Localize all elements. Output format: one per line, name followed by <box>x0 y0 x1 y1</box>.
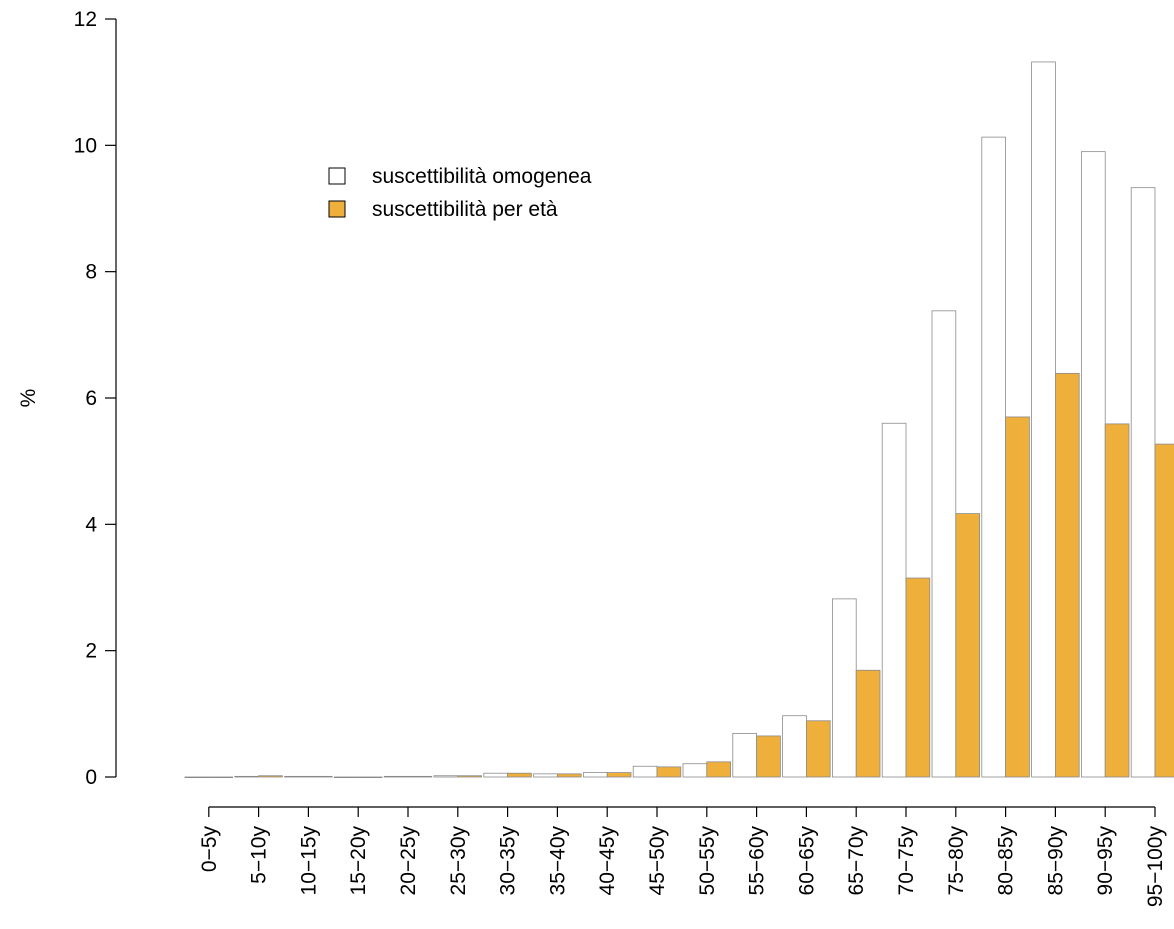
x-tick-label: 55−60y <box>746 826 769 896</box>
y-tick-label: 6 <box>85 387 97 410</box>
bar-per-eta <box>855 669 881 778</box>
x-tick-label: 70−75y <box>895 826 918 896</box>
y-tick-label: 0 <box>85 766 97 789</box>
x-tick-label: 0−5y <box>198 826 221 873</box>
x-tick-label: 85−90y <box>1044 826 1067 896</box>
x-tick-label: 95−100y <box>1144 826 1167 908</box>
bar-omogenea <box>433 775 459 778</box>
bar-per-eta <box>457 775 482 778</box>
bar-omogenea <box>333 776 359 779</box>
x-tick-label: 90−95y <box>1094 826 1117 896</box>
bar-omogenea <box>1130 187 1156 778</box>
bar-per-eta <box>1104 423 1130 778</box>
x-tick-label: 15−20y <box>347 826 370 896</box>
bar-per-eta <box>756 735 781 778</box>
bar-per-eta <box>407 775 433 778</box>
bar-omogenea <box>583 772 608 778</box>
bar-per-eta <box>208 776 234 779</box>
x-tick-label: 80−85y <box>995 826 1018 896</box>
bar-per-eta <box>1154 443 1174 778</box>
x-tick-label: 45−50y <box>646 826 669 896</box>
legend-swatch <box>328 200 346 218</box>
bar-omogenea <box>1031 61 1056 778</box>
x-tick-label: 20−25y <box>397 826 420 896</box>
legend-label: suscettibilità per età <box>372 198 558 221</box>
bar-omogenea <box>533 773 558 778</box>
bar-per-eta <box>706 761 731 778</box>
bar-omogenea <box>632 765 658 778</box>
bar-omogenea <box>284 775 309 778</box>
y-axis: 0 2 4 6 8 10 12 <box>74 8 117 789</box>
x-tick-label: 60−65y <box>795 826 818 896</box>
bar-omogenea <box>682 763 708 778</box>
bar-omogenea <box>881 422 907 778</box>
x-tick-label: 35−40y <box>546 826 569 896</box>
bar-per-eta <box>507 772 532 778</box>
bar-per-eta <box>606 772 632 778</box>
y-tick-label: 12 <box>74 8 97 31</box>
legend-swatch <box>328 167 346 185</box>
x-tick-label: 65−70y <box>845 826 868 896</box>
bars <box>184 61 1174 779</box>
x-tick-label: 75−80y <box>945 826 968 896</box>
bar-per-eta <box>656 766 682 778</box>
bar-per-eta <box>806 720 831 778</box>
legend: suscettibilità omogenea suscettibilità pe… <box>328 165 592 221</box>
x-tick-label: 50−55y <box>696 826 719 896</box>
bar-per-eta <box>1055 372 1080 778</box>
bar-omogenea <box>383 775 409 778</box>
x-axis: 0−5y 5−10y 10−15y 15−20y 20−25y 25−30y 30−35y 3… <box>198 806 1167 908</box>
bar-omogenea <box>234 775 260 778</box>
y-tick-label: 2 <box>85 640 97 663</box>
x-tick-label: 25−30y <box>447 826 470 896</box>
bar-per-eta <box>357 776 383 779</box>
bar-per-eta <box>905 577 931 778</box>
x-tick-label: 10−15y <box>297 826 320 896</box>
y-tick-label: 8 <box>85 261 97 284</box>
bar-omogenea <box>483 772 508 778</box>
bar-per-eta <box>1005 416 1030 778</box>
bar-omogenea <box>732 733 757 778</box>
bar-omogenea <box>832 598 857 778</box>
x-tick-label: 30−35y <box>497 826 520 896</box>
y-tick-label: 10 <box>74 134 97 157</box>
legend-label: suscettibilità omogenea <box>372 165 592 188</box>
bar-per-eta <box>557 773 582 778</box>
x-tick-label: 40−45y <box>596 826 619 896</box>
bar-omogenea <box>931 310 957 778</box>
bar-omogenea <box>1081 151 1106 778</box>
x-tick-label: 5−10y <box>248 826 271 884</box>
bar-omogenea <box>782 715 807 778</box>
bar-omogenea <box>184 776 210 779</box>
y-tick-label: 4 <box>85 513 97 536</box>
y-axis-label: % <box>17 389 40 408</box>
bar-omogenea <box>981 136 1006 778</box>
bar-per-eta <box>955 513 980 778</box>
bar-per-eta <box>307 775 333 778</box>
bar-per-eta <box>258 775 283 778</box>
